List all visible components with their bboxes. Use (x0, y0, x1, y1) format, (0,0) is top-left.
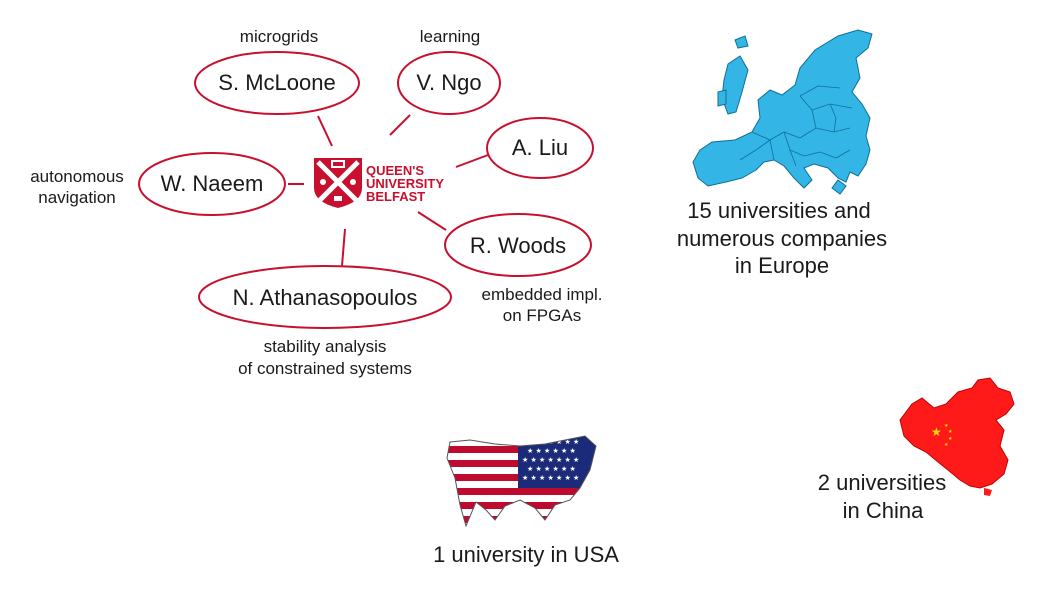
qub-logo-line1: QUEEN'S (366, 163, 424, 178)
connector-athanasopoulos (341, 228, 346, 267)
person-name-naeem: W. Naeem (161, 171, 264, 196)
person-node-woods: R. Woods (444, 213, 592, 277)
europe-caption-line2: numerous companies (677, 226, 887, 251)
connector-liu (455, 154, 489, 168)
person-name-ngo: V. Ngo (416, 70, 481, 95)
person-name-woods: R. Woods (470, 233, 566, 258)
person-topic-ngo: learning (420, 27, 481, 46)
connector-lines (288, 114, 489, 267)
person-topic-athanasopoulos-line1: stability analysis (264, 337, 387, 356)
person-topic-naeem-line2: navigation (38, 188, 116, 207)
qub-logo: QUEEN'S UNIVERSITY BELFAST (314, 158, 444, 208)
svg-text:★ ★ ★ ★ ★ ★ ★: ★ ★ ★ ★ ★ ★ ★ (522, 456, 579, 464)
svg-text:★: ★ (948, 429, 953, 435)
svg-text:★: ★ (944, 442, 949, 448)
svg-text:★: ★ (944, 423, 949, 429)
person-node-athanasopoulos: N. Athanasopoulos (198, 265, 452, 329)
china-caption-line2: in China (843, 498, 924, 523)
europe-map-icon (692, 29, 873, 195)
china-map-icon: ★ ★ ★ ★ ★ (899, 377, 1015, 496)
qub-shield-icon (314, 158, 362, 208)
svg-text:★: ★ (948, 436, 953, 442)
person-node-naeem: W. Naeem (138, 152, 286, 216)
china-caption-line1: 2 universities (818, 470, 946, 495)
person-topic-woods-line1: embedded impl. (482, 285, 603, 304)
qub-logo-line2: UNIVERSITY (366, 176, 444, 191)
svg-text:★ ★ ★ ★ ★ ★ ★: ★ ★ ★ ★ ★ ★ ★ (522, 474, 579, 482)
connector-woods (417, 211, 447, 231)
connector-mcloone (317, 115, 333, 147)
person-topic-woods-line2: on FPGAs (503, 306, 581, 325)
usa-flag-map-icon: ★ ★ ★ ★ ★ ★ ★ ★ ★ ★ ★ ★ ★ ★ ★ ★ ★ ★ ★ ★ … (446, 435, 597, 528)
connector-ngo (389, 114, 411, 136)
person-topic-naeem-line1: autonomous (30, 167, 124, 186)
person-topic-mcloone: microgrids (240, 27, 318, 46)
person-name-liu: A. Liu (512, 135, 568, 160)
europe-caption-line1: 15 universities and (687, 198, 870, 223)
person-node-ngo: V. Ngo (397, 51, 501, 115)
usa-caption: 1 university in USA (433, 542, 619, 567)
qub-logo-line3: BELFAST (366, 189, 425, 204)
svg-text:★ ★ ★ ★ ★ ★: ★ ★ ★ ★ ★ ★ (527, 465, 576, 473)
europe-caption-line3: in Europe (735, 253, 829, 278)
person-topic-athanasopoulos-line2: of constrained systems (238, 359, 412, 378)
svg-text:★ ★ ★ ★ ★ ★: ★ ★ ★ ★ ★ ★ (527, 447, 576, 455)
person-node-liu: A. Liu (486, 117, 594, 179)
person-name-athanasopoulos: N. Athanasopoulos (233, 285, 418, 310)
china-star-icon: ★ (931, 425, 942, 439)
person-name-mcloone: S. McLoone (218, 70, 335, 95)
person-node-mcloone: S. McLoone (194, 51, 360, 115)
